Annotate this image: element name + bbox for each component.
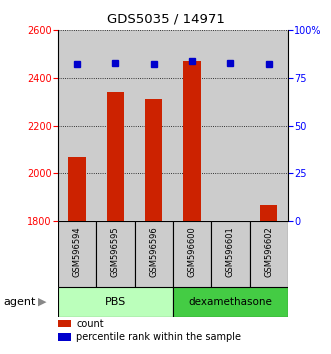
Bar [211, 221, 250, 287]
Bar [145, 99, 163, 221]
Bar [58, 30, 96, 221]
Bar [135, 221, 173, 287]
Text: PBS: PBS [105, 297, 126, 307]
Text: ▶: ▶ [38, 297, 47, 307]
Bar [58, 221, 96, 287]
Bar [250, 30, 288, 221]
Bar [173, 287, 288, 317]
Text: GSM596600: GSM596600 [188, 227, 197, 277]
Bar [69, 157, 86, 221]
Text: percentile rank within the sample: percentile rank within the sample [76, 332, 241, 342]
Bar [58, 287, 173, 317]
Bar [211, 30, 250, 221]
Bar [107, 92, 124, 221]
Bar [183, 61, 201, 221]
Bar [96, 30, 135, 221]
Text: agent: agent [3, 297, 36, 307]
Text: GSM596602: GSM596602 [264, 227, 273, 277]
Text: GSM596594: GSM596594 [72, 227, 82, 277]
Text: GSM596601: GSM596601 [226, 227, 235, 277]
Bar [173, 221, 211, 287]
Text: count: count [76, 319, 104, 329]
Bar [173, 30, 211, 221]
Bar [135, 30, 173, 221]
Text: GDS5035 / 14971: GDS5035 / 14971 [107, 12, 224, 25]
Bar [250, 221, 288, 287]
Text: GSM596595: GSM596595 [111, 227, 120, 277]
Bar [260, 205, 277, 221]
Text: GSM596596: GSM596596 [149, 227, 158, 277]
Text: dexamethasone: dexamethasone [189, 297, 272, 307]
Bar [96, 221, 135, 287]
